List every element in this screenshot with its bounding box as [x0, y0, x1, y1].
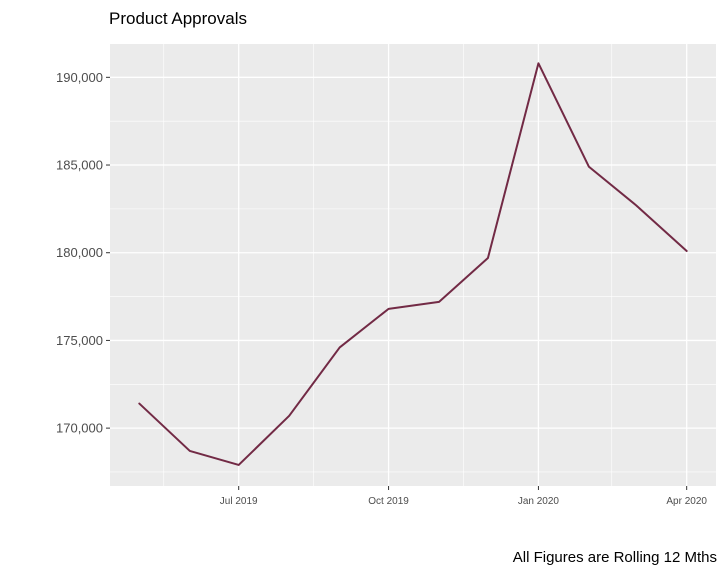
data-point — [686, 250, 688, 252]
y-tick-label: 175,000 — [56, 333, 103, 348]
x-tick-label: Jan 2020 — [518, 496, 560, 507]
chart-title: Product Approvals — [109, 9, 247, 28]
data-point — [238, 464, 240, 466]
minor-gridlines — [110, 44, 716, 486]
x-tick-label: Apr 2020 — [666, 496, 707, 507]
data-point — [537, 62, 539, 64]
y-axis-tick-labels: 170,000 175,000 180,000 185,000 190,000 — [56, 70, 103, 436]
chart-caption: All Figures are Rolling 12 Mths — [512, 549, 717, 566]
data-point — [388, 308, 390, 310]
plot-panel — [110, 44, 716, 486]
data-point — [635, 204, 637, 206]
series-layer — [138, 62, 688, 466]
data-point — [588, 166, 590, 168]
data-point — [189, 450, 191, 452]
x-tick-label: Oct 2019 — [368, 496, 409, 507]
y-tick-label: 190,000 — [56, 70, 103, 85]
y-tick-label: 170,000 — [56, 421, 103, 436]
x-axis-tick-labels: Jul 2019 Oct 2019 Jan 2020 Apr 2020 — [220, 496, 708, 507]
major-gridlines — [110, 44, 716, 486]
data-point — [487, 257, 489, 259]
data-point — [438, 301, 440, 303]
data-point — [288, 415, 290, 417]
y-tick-label: 180,000 — [56, 245, 103, 260]
data-point — [138, 403, 140, 405]
series-line — [138, 62, 688, 466]
axis-ticks — [106, 76, 688, 490]
y-tick-label: 185,000 — [56, 158, 103, 173]
x-tick-label: Jul 2019 — [220, 496, 258, 507]
data-point — [339, 346, 341, 348]
